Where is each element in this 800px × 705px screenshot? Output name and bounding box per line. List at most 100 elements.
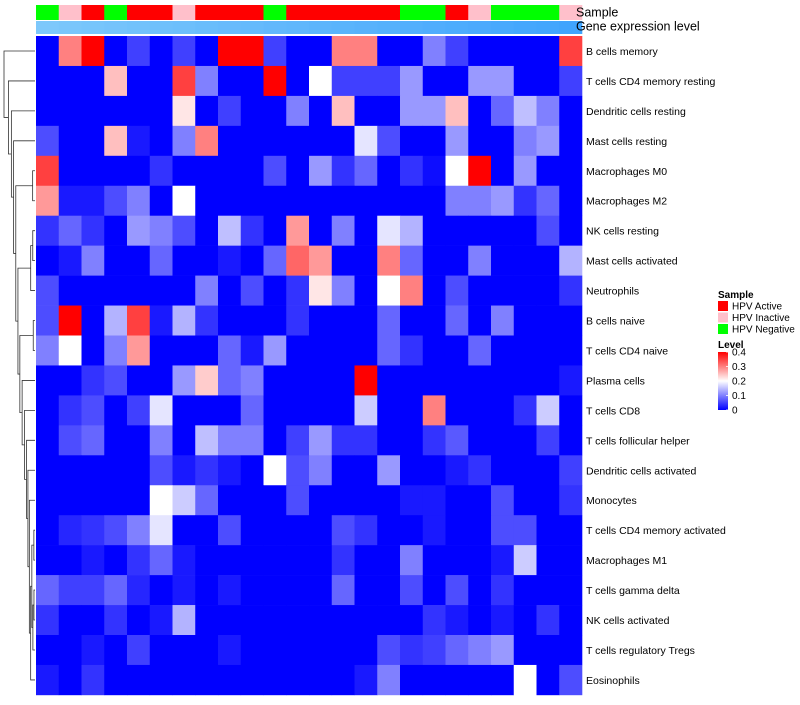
heatmap-cell <box>81 185 105 216</box>
heatmap-cell <box>400 65 424 97</box>
level-annotation-cell <box>218 21 242 34</box>
heatmap-cell <box>286 545 310 576</box>
heatmap-cell <box>127 575 151 606</box>
heatmap-cell <box>400 545 424 576</box>
heatmap-cell <box>81 425 105 456</box>
heatmap-cell <box>491 65 515 97</box>
level-colorbar <box>718 352 728 410</box>
heatmap-cell <box>468 664 492 696</box>
heatmap-cell <box>149 305 173 336</box>
heatmap-cell <box>240 635 264 666</box>
heatmap-cell <box>36 485 60 516</box>
heatmap-cell <box>331 215 355 246</box>
heatmap-cell <box>559 245 583 276</box>
heatmap-cell <box>36 155 60 187</box>
heatmap-cell <box>149 395 173 426</box>
heatmap-cell <box>149 635 173 666</box>
heatmap-cell <box>309 245 333 276</box>
heatmap-cell <box>58 215 82 246</box>
heatmap-cell <box>377 305 401 336</box>
sample-annotation-cell <box>149 5 173 20</box>
sample-annotation-cell <box>127 5 151 20</box>
heatmap-cell <box>422 395 446 426</box>
heatmap-cell <box>354 664 378 696</box>
row-label: Eosinophils <box>586 675 640 687</box>
heatmap-cell <box>195 305 219 336</box>
heatmap-cell <box>445 365 469 396</box>
sample-annotation-cell <box>286 5 310 20</box>
dendrogram-branch <box>32 170 35 202</box>
level-annotation-cell <box>354 21 378 34</box>
heatmap-cell <box>36 575 60 606</box>
row-label: Monocytes <box>586 495 637 507</box>
level-annotation-cell <box>81 21 105 34</box>
sample-annotation-cell <box>36 5 60 20</box>
legend-label-active: HPV Active <box>732 302 782 313</box>
heatmap-cell <box>81 664 105 696</box>
heatmap-cell <box>240 36 264 67</box>
heatmap-cell <box>263 575 287 606</box>
heatmap-cell <box>104 245 128 276</box>
heatmap-cell <box>513 515 537 546</box>
heatmap-cell <box>422 245 446 276</box>
heatmap-cell <box>104 215 128 246</box>
heatmap-cell <box>354 455 378 486</box>
heatmap-cell <box>445 425 469 456</box>
heatmap-cell <box>354 185 378 216</box>
heatmap-cell <box>58 485 82 516</box>
heatmap-cell <box>309 635 333 666</box>
heatmap-cell <box>491 335 515 366</box>
heatmap-cell <box>195 425 219 456</box>
heatmap-cell <box>286 185 310 216</box>
dendrogram-branch <box>26 439 35 519</box>
heatmap-cell <box>127 335 151 366</box>
heatmap-cell <box>127 215 151 246</box>
heatmap-cell <box>104 664 128 696</box>
heatmap-cell <box>331 664 355 696</box>
heatmap-cell <box>240 365 264 396</box>
heatmap-cell <box>104 305 128 336</box>
heatmap-cell <box>127 155 151 187</box>
row-label: Macrophages M2 <box>586 196 667 208</box>
heatmap-cell <box>104 335 128 366</box>
heatmap-cell <box>400 245 424 276</box>
heatmap-cell <box>127 275 151 306</box>
heatmap-cell <box>445 215 469 246</box>
heatmap-cell <box>422 185 446 216</box>
heatmap-cell <box>263 395 287 426</box>
heatmap-cell <box>377 245 401 276</box>
dendrogram-branch <box>33 529 35 561</box>
row-label: Macrophages M1 <box>586 555 667 567</box>
level-annotation-cell <box>400 21 424 34</box>
heatmap-cell <box>149 275 173 306</box>
heatmap-cell <box>422 575 446 606</box>
heatmap-cell <box>36 395 60 426</box>
dendrogram-branch <box>33 589 35 621</box>
sample-annotation-cell <box>468 5 492 20</box>
heatmap-cell <box>104 635 128 666</box>
heatmap-cell <box>195 125 219 157</box>
heatmap-cell <box>104 125 128 157</box>
heatmap-cell <box>240 664 264 696</box>
colorbar-tick-label: 0.3 <box>732 362 746 373</box>
heatmap-cell <box>468 635 492 666</box>
heatmap-cell <box>263 635 287 666</box>
heatmap-cell <box>36 545 60 576</box>
heatmap-cell <box>218 125 242 157</box>
dendrogram-branch <box>3 50 35 118</box>
heatmap-cell <box>240 275 264 306</box>
heatmap-cell <box>331 455 355 486</box>
heatmap-cell <box>127 36 151 67</box>
heatmap-cell <box>36 185 60 216</box>
heatmap-cell <box>240 65 264 97</box>
heatmap-cell <box>240 395 264 426</box>
heatmap-cell <box>149 215 173 246</box>
heatmap-cell <box>559 485 583 516</box>
heatmap-cell <box>149 545 173 576</box>
heatmap-cell <box>263 365 287 396</box>
heatmap-cell <box>172 95 196 127</box>
heatmap-cell <box>195 545 219 576</box>
heatmap-cell <box>81 155 105 187</box>
sample-annotation-cell <box>58 5 82 20</box>
heatmap-cell <box>149 65 173 97</box>
